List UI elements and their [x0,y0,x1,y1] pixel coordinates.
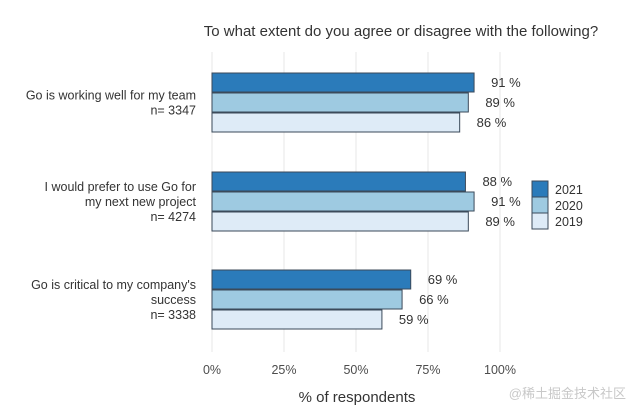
bar-2020-cat2 [211,191,475,212]
category-label: I would prefer to use Go for my next new … [45,180,197,224]
data-label: 59 % [399,312,429,327]
data-label: 91 % [491,194,521,209]
category-label-line: n= 3347 [150,104,196,118]
data-label: 89 % [485,95,515,110]
bar-2019-cat1 [211,112,461,133]
category-label-line: Go is working well for my team [26,89,196,103]
bar-2020-cat1 [211,92,469,113]
data-label: 86 % [477,115,507,130]
x-tick-label: 25% [271,363,296,377]
category-label-line: success [151,293,196,307]
bar-2021-cat3 [211,269,412,290]
x-tick-label: 75% [415,363,440,377]
data-label: 91 % [491,75,521,90]
legend-swatch-2019 [531,212,549,230]
category-labels: Go is working well for my team n= 3347 I w… [26,89,197,323]
bar-2020-cat3 [211,289,403,310]
bars: 91 % 89 % 86 % 88 % 91 % 89 % 69 % 66 % 59 % [211,72,521,330]
data-label: 69 % [428,272,458,287]
x-axis-title: % of respondents [299,389,416,406]
category-label: Go is critical to my company's success n= … [31,278,196,322]
x-tick-label: 0% [203,363,221,377]
data-label: 89 % [485,214,515,229]
bar-2019-cat2 [211,211,469,232]
bar-2021-cat1 [211,72,475,93]
category-label-line: n= 4274 [150,210,196,224]
category-label-line: I would prefer to use Go for [45,180,196,194]
legend: 2021 2020 2019 [531,180,583,230]
category-label-line: my next new project [85,195,197,209]
category-label-line: Go is critical to my company's [31,278,196,292]
x-axis-ticks: 0% 25% 50% 75% 100% [203,363,516,377]
x-tick-label: 50% [343,363,368,377]
legend-label-2021: 2021 [555,183,583,197]
watermark: @稀土掘金技术社区 [509,386,626,401]
category-label: Go is working well for my team n= 3347 [26,89,196,118]
category-label-line: n= 3338 [150,308,196,322]
bar-2021-cat2 [211,171,466,192]
data-label: 66 % [419,292,449,307]
data-label: 88 % [482,174,512,189]
chart-title: To what extent do you agree or disagree … [204,23,598,40]
bar-2019-cat3 [211,309,383,330]
legend-label-2019: 2019 [555,215,583,229]
legend-swatch-2020 [531,196,549,214]
legend-swatch-2021 [531,180,549,198]
x-tick-label: 100% [484,363,516,377]
legend-label-2020: 2020 [555,199,583,213]
